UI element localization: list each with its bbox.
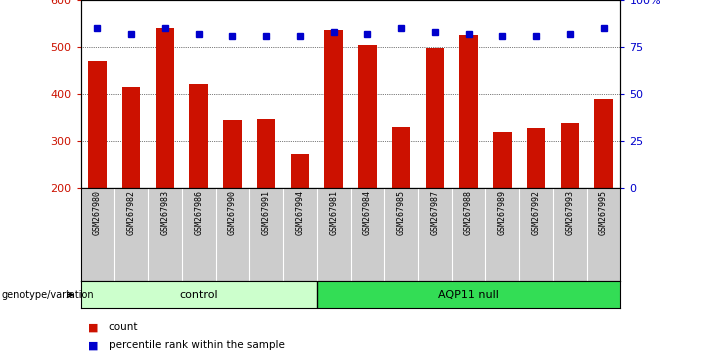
Text: GSM267981: GSM267981	[329, 190, 338, 235]
Bar	[594, 98, 613, 188]
Text: GSM267983: GSM267983	[161, 190, 170, 235]
Text: GSM267992: GSM267992	[531, 190, 540, 235]
Bar	[156, 28, 175, 188]
Text: ■: ■	[88, 322, 98, 332]
Text: control: control	[179, 290, 218, 300]
Bar	[223, 120, 242, 188]
Text: genotype/variation: genotype/variation	[1, 290, 94, 300]
Text: GSM267987: GSM267987	[430, 190, 440, 235]
Text: GSM267980: GSM267980	[93, 190, 102, 235]
Bar	[493, 132, 512, 188]
Text: AQP11 null: AQP11 null	[438, 290, 499, 300]
Text: percentile rank within the sample: percentile rank within the sample	[109, 340, 285, 350]
Bar	[122, 87, 140, 188]
Text: GSM267991: GSM267991	[261, 190, 271, 235]
Text: GSM267995: GSM267995	[599, 190, 608, 235]
Bar	[81, 281, 317, 308]
Bar	[257, 119, 275, 188]
Bar	[291, 154, 309, 188]
Text: GSM267994: GSM267994	[295, 190, 304, 235]
Text: count: count	[109, 322, 138, 332]
Bar	[358, 45, 376, 188]
Text: ■: ■	[88, 340, 98, 350]
Text: GSM267986: GSM267986	[194, 190, 203, 235]
Bar	[459, 35, 478, 188]
Bar	[526, 127, 545, 188]
Bar	[325, 30, 343, 188]
Text: GSM267985: GSM267985	[397, 190, 406, 235]
Text: GSM267993: GSM267993	[565, 190, 574, 235]
Bar	[561, 123, 579, 188]
Bar	[426, 48, 444, 188]
Bar	[189, 84, 208, 188]
Bar	[88, 61, 107, 188]
Text: GSM267989: GSM267989	[498, 190, 507, 235]
Text: GSM267982: GSM267982	[127, 190, 136, 235]
Text: GSM267984: GSM267984	[363, 190, 372, 235]
Bar	[317, 281, 620, 308]
Bar	[392, 127, 410, 188]
Text: GSM267988: GSM267988	[464, 190, 473, 235]
Text: GSM267990: GSM267990	[228, 190, 237, 235]
